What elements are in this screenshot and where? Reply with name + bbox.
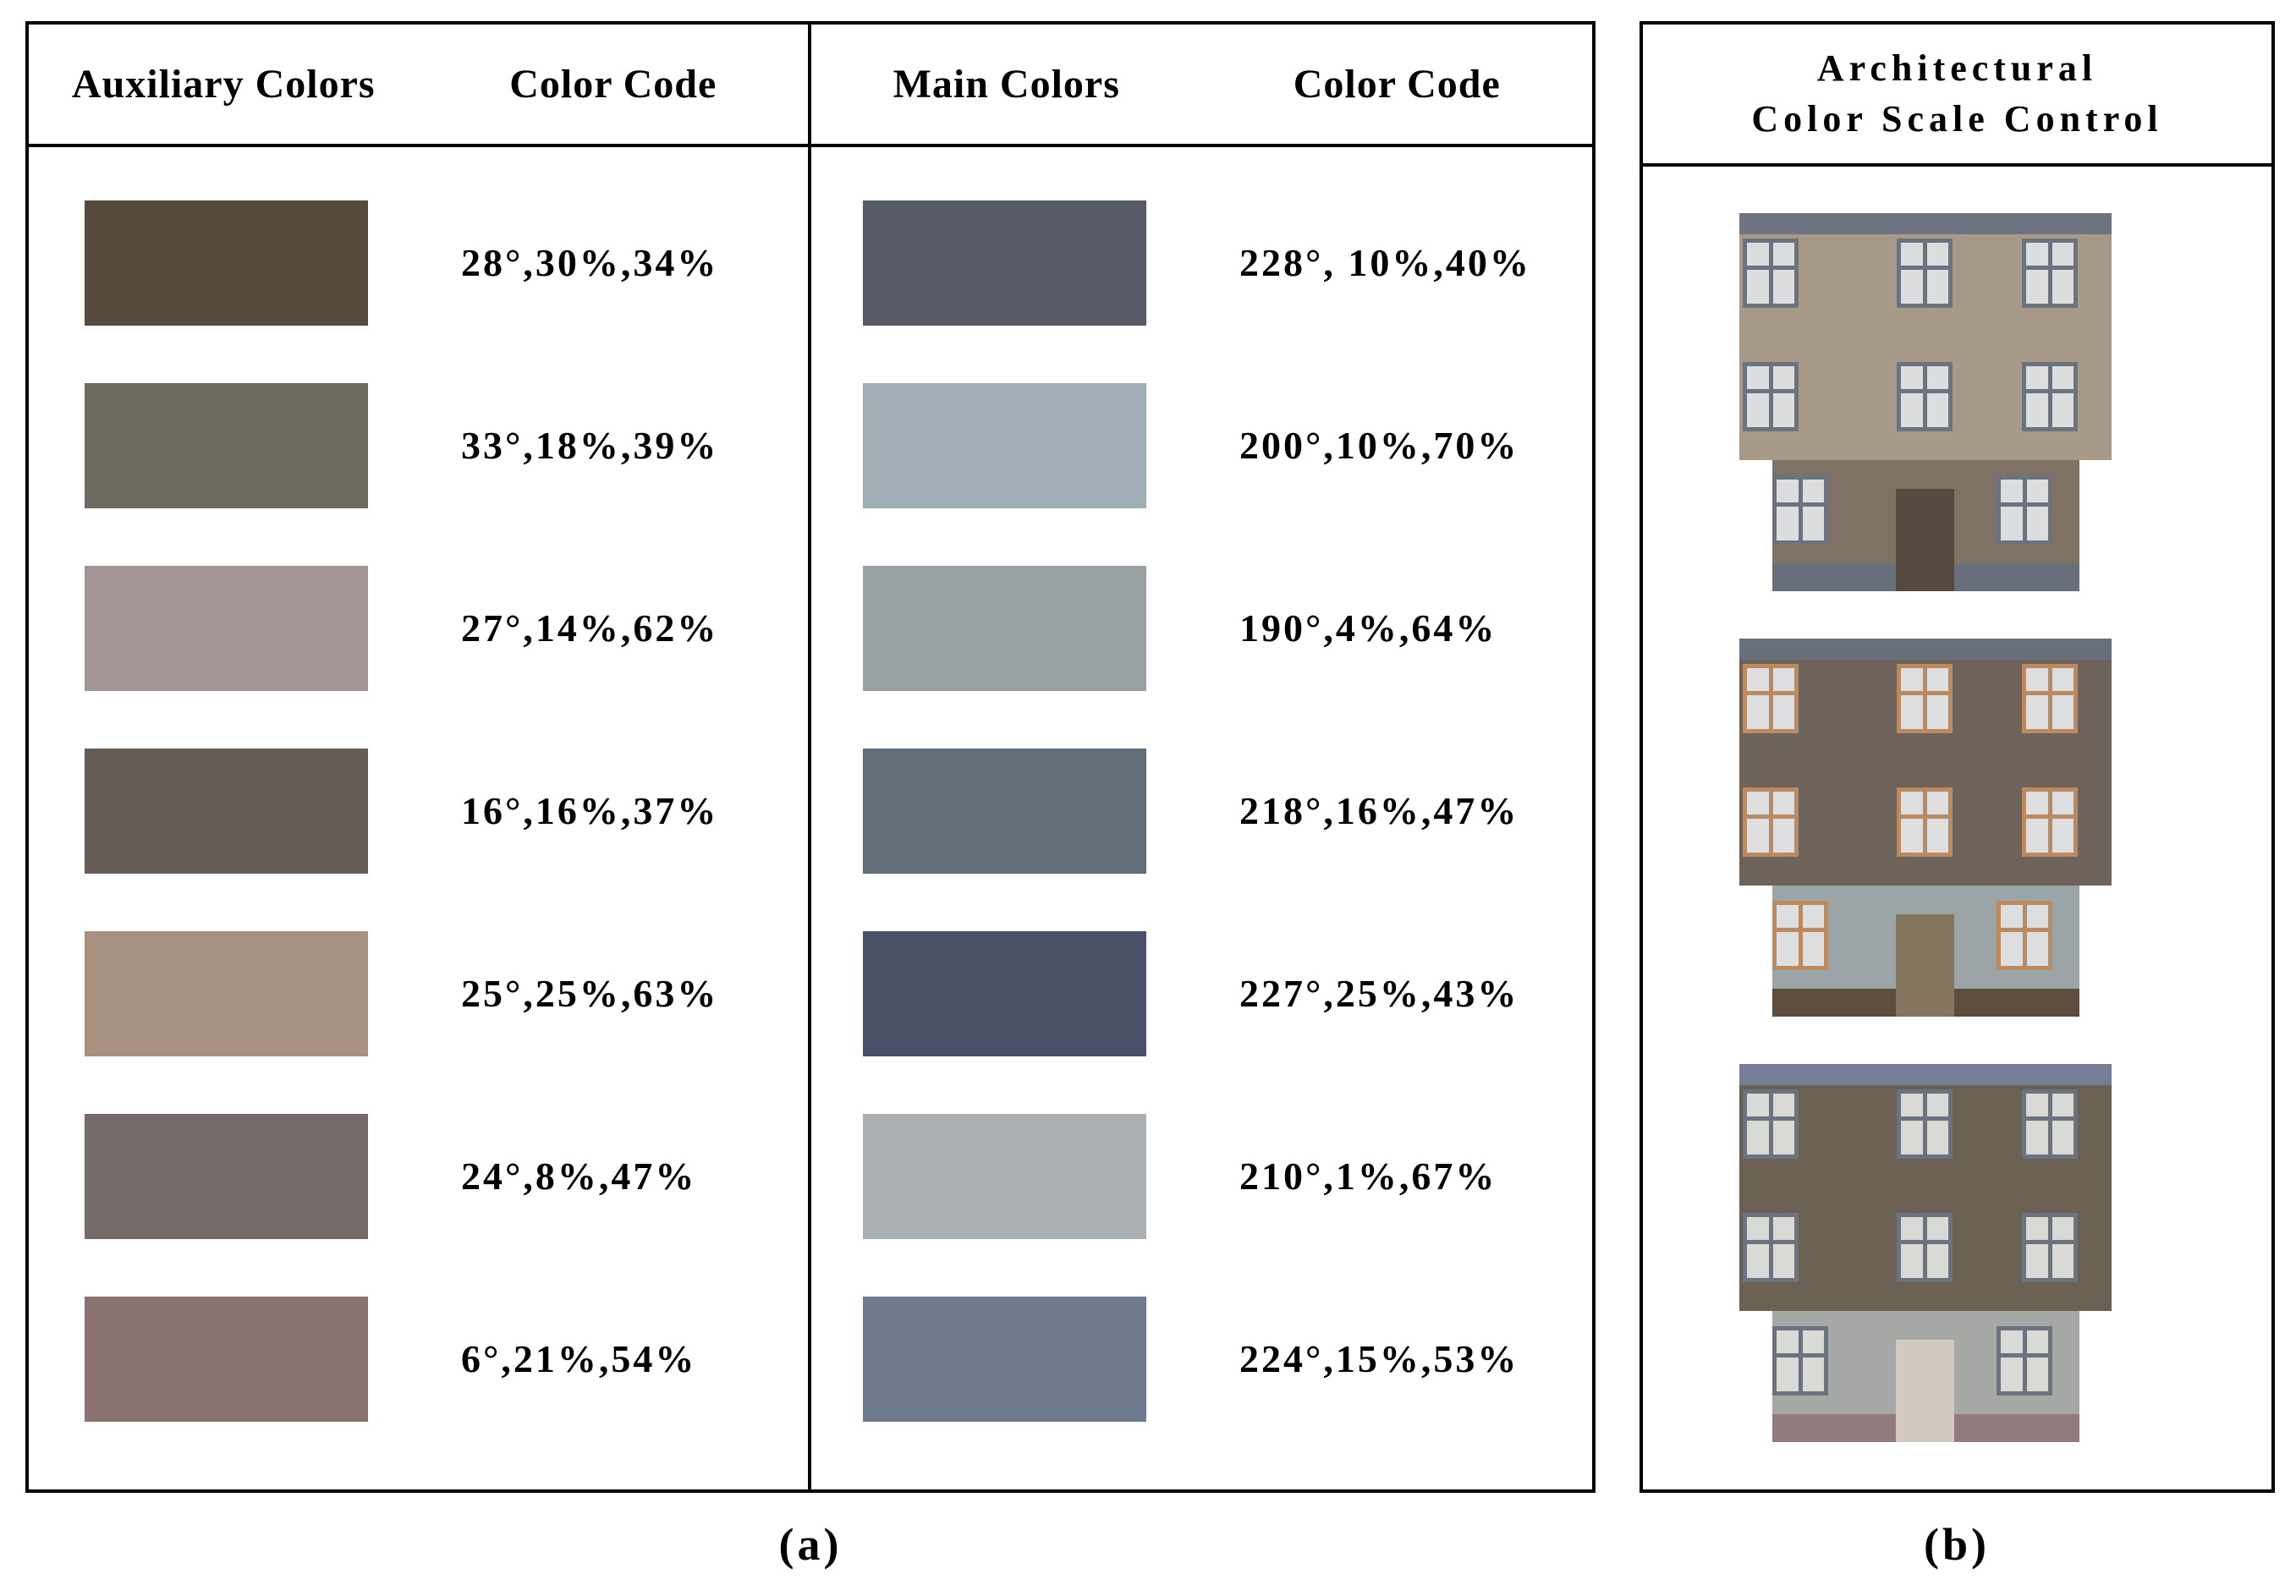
aux-code-4: 16°,16%,37% — [461, 789, 719, 832]
auxiliary-table: 28°,30%,34% 33°,18%,39% 27°,14%,62% 16°,… — [29, 25, 808, 1489]
building-2 — [1739, 639, 2112, 1017]
aux-code-7: 6°,21%,54% — [461, 1337, 697, 1380]
building-upper-wall — [1739, 1085, 2112, 1311]
main-swatch-7 — [863, 1297, 1146, 1422]
main-colors-header: Main Colors — [893, 62, 1120, 107]
control-panel-title-line2: Color Scale Control — [1751, 98, 2163, 140]
window — [1897, 239, 1953, 308]
building-door — [1896, 489, 1954, 591]
window — [1743, 1213, 1799, 1282]
main-swatch-5 — [863, 931, 1146, 1056]
control-header-separator-line — [1643, 163, 2271, 167]
control-panel-title-line1: Architectural — [1816, 47, 2098, 89]
aux-swatch-1 — [85, 200, 368, 326]
color-tables-panel: Auxiliary Colors Color Code Main Colors … — [25, 21, 1596, 1493]
window — [1897, 362, 1953, 431]
window — [1772, 901, 1828, 970]
main-code-7: 224°,15%,53% — [1239, 1337, 1519, 1380]
auxiliary-header-row: Auxiliary Colors Color Code — [29, 25, 808, 144]
aux-code-5: 25°,25%,63% — [461, 972, 719, 1015]
control-panel-title: Architectural Color Scale Control — [1643, 25, 2271, 163]
window — [2022, 787, 2078, 857]
building-lower-wall — [1772, 886, 2079, 1017]
window — [1743, 664, 1799, 733]
building-roof — [1739, 1064, 2112, 1085]
window — [1897, 664, 1953, 733]
auxiliary-code-header: Color Code — [509, 62, 717, 107]
caption-b: (b) — [1924, 1519, 1990, 1570]
main-swatch-1 — [863, 200, 1146, 326]
window — [1997, 475, 2052, 545]
building-3 — [1739, 1064, 2112, 1443]
building-roof — [1739, 639, 2112, 660]
window — [1997, 1326, 2052, 1396]
main-swatch-2 — [863, 383, 1146, 508]
auxiliary-colors-header: Auxiliary Colors — [71, 62, 376, 107]
main-table: 228°, 10%,40% 200°,10%,70% 190°,4%,64% 2… — [811, 25, 1592, 1489]
caption-a: (a) — [778, 1519, 843, 1570]
aux-swatch-6 — [85, 1114, 368, 1239]
building-1 — [1739, 213, 2112, 592]
aux-code-6: 24°,8%,47% — [461, 1154, 697, 1198]
window — [1743, 1089, 1799, 1159]
main-code-2: 200°,10%,70% — [1239, 424, 1519, 467]
building-upper-wall — [1739, 234, 2112, 460]
building-lower-wall — [1772, 460, 2079, 591]
window — [1772, 475, 1828, 545]
window — [2022, 1213, 2078, 1282]
building-lower-wall — [1772, 1311, 2079, 1442]
main-code-5: 227°,25%,43% — [1239, 972, 1519, 1015]
main-code-4: 218°,16%,47% — [1239, 789, 1519, 832]
window — [1897, 1089, 1953, 1159]
window — [2022, 664, 2078, 733]
main-code-header: Color Code — [1293, 62, 1501, 107]
aux-swatch-3 — [85, 566, 368, 691]
building-door — [1896, 1340, 1954, 1442]
window — [1743, 362, 1799, 431]
window — [2022, 239, 2078, 308]
aux-swatch-2 — [85, 383, 368, 508]
window — [2022, 1089, 2078, 1159]
aux-swatch-5 — [85, 931, 368, 1056]
window — [1897, 787, 1953, 857]
main-code-1: 228°, 10%,40% — [1239, 241, 1531, 284]
main-swatch-4 — [863, 749, 1146, 874]
building-upper-wall — [1739, 660, 2112, 886]
aux-code-3: 27°,14%,62% — [461, 606, 719, 650]
main-swatch-6 — [863, 1114, 1146, 1239]
window — [1897, 1213, 1953, 1282]
window — [2022, 362, 2078, 431]
main-code-6: 210°,1%,67% — [1239, 1154, 1497, 1198]
building-roof — [1739, 213, 2112, 234]
window — [1743, 787, 1799, 857]
aux-code-2: 33°,18%,39% — [461, 424, 719, 467]
window — [1997, 901, 2052, 970]
aux-swatch-4 — [85, 749, 368, 874]
table-divider-line — [808, 25, 811, 1489]
main-header-row: Main Colors Color Code — [811, 25, 1592, 144]
window — [1743, 239, 1799, 308]
main-swatch-3 — [863, 566, 1146, 691]
main-code-3: 190°,4%,64% — [1239, 606, 1497, 650]
aux-code-1: 28°,30%,34% — [461, 241, 719, 284]
window — [1772, 1326, 1828, 1396]
building-door — [1896, 914, 1954, 1017]
aux-swatch-7 — [85, 1297, 368, 1422]
color-scale-control-panel: Architectural Color Scale Control — [1640, 21, 2275, 1493]
